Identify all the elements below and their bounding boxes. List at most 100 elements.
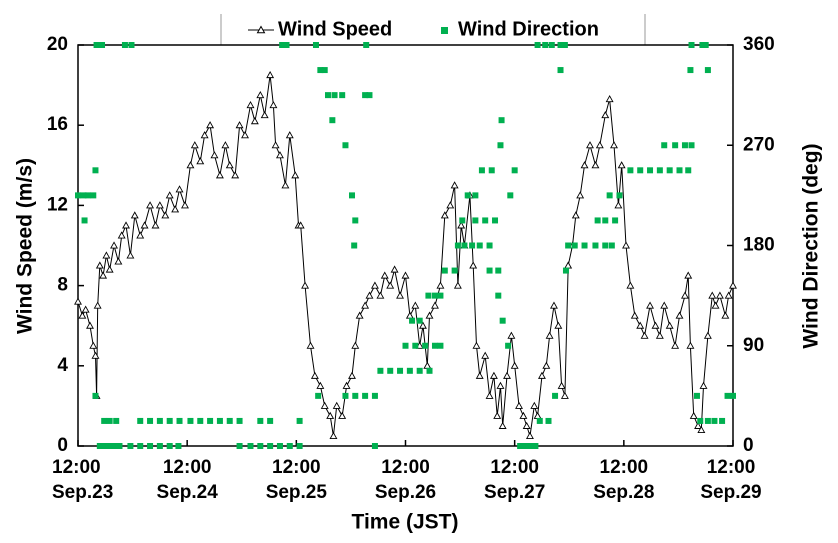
direction-marker: [166, 417, 173, 424]
direction-marker: [207, 417, 214, 424]
direction-marker: [637, 167, 644, 174]
speed-marker: [519, 411, 528, 419]
speed-marker: [684, 271, 693, 279]
speed-marker: [711, 301, 720, 309]
speed-marker: [496, 381, 505, 389]
direction-marker: [92, 167, 99, 174]
direction-marker: [488, 167, 495, 174]
direction-marker: [351, 242, 358, 249]
speed-marker: [122, 221, 130, 229]
speed-marker: [724, 291, 733, 299]
y2-tick-label: 90: [743, 335, 764, 356]
speed-marker: [498, 421, 507, 429]
speed-marker: [489, 371, 498, 379]
speed-marker: [550, 301, 558, 309]
direction-marker: [156, 417, 163, 424]
speed-marker: [545, 331, 554, 339]
direction-marker: [75, 192, 81, 199]
direction-marker: [342, 142, 349, 149]
speed-marker: [651, 321, 660, 329]
speed-marker: [671, 341, 680, 349]
direction-marker: [498, 117, 505, 124]
speed-marker: [640, 331, 649, 339]
direction-marker: [425, 292, 432, 299]
legend-label: Wind Speed: [278, 18, 392, 40]
direction-marker: [426, 367, 433, 374]
speed-marker: [365, 291, 374, 299]
direction-marker: [93, 42, 100, 48]
direction-marker: [257, 443, 264, 449]
direction-marker: [478, 167, 485, 174]
speed-marker: [186, 161, 195, 169]
direction-marker: [437, 342, 444, 349]
direction-marker: [688, 142, 695, 149]
speed-marker: [225, 161, 234, 169]
direction-marker: [342, 392, 349, 399]
speed-marker: [622, 241, 630, 249]
speed-marker: [586, 141, 594, 149]
direction-marker: [176, 417, 183, 424]
direction-marker: [422, 342, 429, 349]
speed-marker: [386, 281, 395, 289]
speed-marker: [694, 421, 703, 429]
y-tick-label: 16: [47, 114, 68, 135]
speed-marker: [181, 201, 189, 209]
direction-marker: [147, 417, 154, 424]
speed-marker: [81, 305, 90, 313]
x-tick-label: 12:00 Sep.28: [593, 457, 654, 503]
direction-marker: [476, 242, 483, 249]
speed-marker: [469, 261, 478, 269]
speed-marker: [401, 271, 410, 279]
direction-marker: [377, 367, 384, 374]
direction-marker: [687, 67, 694, 74]
speed-marker: [450, 181, 459, 189]
speed-marker: [206, 121, 215, 129]
direction-marker: [197, 417, 204, 424]
direction-marker: [495, 267, 502, 274]
direction-marker: [431, 342, 438, 349]
speed-marker: [708, 291, 717, 299]
direction-marker: [84, 192, 91, 199]
speed-marker: [557, 381, 566, 389]
direction-marker: [608, 242, 615, 249]
speed-marker: [235, 121, 244, 129]
direction-marker: [409, 317, 416, 324]
speed-marker: [296, 221, 305, 229]
direction-marker: [166, 443, 173, 449]
direction-marker: [492, 217, 499, 224]
direction-marker: [296, 443, 303, 449]
direction-marker: [499, 317, 506, 324]
direction-marker: [276, 443, 283, 449]
speed-marker: [636, 321, 645, 329]
speed-marker: [530, 401, 539, 409]
y2-axis-label: Wind Direction (deg): [800, 143, 823, 348]
direction-marker: [106, 417, 113, 424]
direction-marker: [497, 142, 504, 149]
speed-marker: [626, 281, 635, 289]
direction-marker: [412, 342, 419, 349]
speed-marker: [457, 221, 466, 229]
speed-marker: [419, 321, 427, 329]
x-tick-label: 12:00 Sep.23: [52, 457, 113, 503]
speed-marker: [440, 211, 449, 219]
speed-marker: [114, 257, 123, 265]
plot-frame: [77, 44, 734, 447]
direction-marker: [536, 417, 543, 424]
direction-marker: [482, 217, 489, 224]
speed-marker: [510, 361, 519, 369]
direction-marker: [495, 292, 502, 299]
speed-marker: [675, 311, 684, 319]
direction-marker: [317, 67, 324, 74]
speed-marker: [99, 271, 108, 279]
direction-marker: [101, 417, 108, 424]
speed-marker: [610, 141, 618, 149]
speed-marker: [614, 201, 623, 209]
speed-marker: [446, 201, 455, 209]
y2-tick-label: 360: [743, 34, 775, 55]
x-tick-label: 12:00 Sep.24: [157, 457, 219, 503]
speed-marker: [231, 171, 240, 179]
direction-marker: [312, 42, 319, 48]
speed-marker: [721, 311, 730, 319]
speed-marker: [269, 101, 278, 109]
speed-marker: [564, 261, 573, 269]
